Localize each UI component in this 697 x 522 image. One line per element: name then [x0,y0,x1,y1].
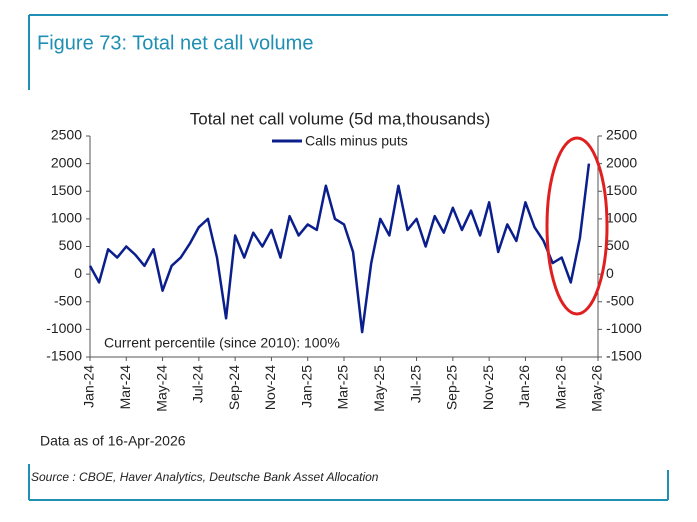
y2-tick-label: 0 [606,265,614,281]
x-tick-label: Jan-24 [81,365,97,408]
y-tick-label: 2000 [51,154,82,170]
y-tick-label: 500 [59,237,83,253]
y-tick-label: -1000 [46,320,82,336]
y-tick-label: 1000 [51,210,82,226]
y2-tick-label: 2000 [606,154,637,170]
series-line [88,163,591,334]
annotation: Current percentile (since 2010): 100% [104,335,340,351]
chart-title: Total net call volume (5d ma,thousands) [190,109,491,128]
legend-label: Calls minus puts [305,133,408,149]
y2-tick-label: 1500 [606,182,637,198]
y-tick-label: 1500 [51,182,82,198]
x-tick-label: May-25 [371,365,387,412]
x-tick-label: Sep-24 [226,365,242,410]
highlight-ellipse [545,136,609,316]
y-tick-label: -500 [54,292,82,308]
x-tick-label: Mar-24 [117,365,133,410]
y-tick-label: -1500 [46,348,82,364]
x-tick-label: Jan-25 [298,365,314,408]
x-tick-label: Nov-25 [480,365,496,410]
x-tick-label: Mar-26 [552,365,568,410]
x-tick-label: May-24 [153,365,169,412]
x-tick-label: Jul-24 [190,365,206,403]
figure-title: Figure 73: Total net call volume [37,32,313,54]
y-tick-label: 0 [74,265,82,281]
x-tick-label: Mar-25 [335,365,351,410]
x-tick-label: May-26 [589,365,605,412]
source: Source : CBOE, Haver Analytics, Deutsche… [31,470,379,484]
x-tick-label: Jan-26 [516,365,532,408]
plot: 2500 2000 1500 1000 500 0 -500 -1000 -1500 2500 20… [46,127,642,412]
y2-tick-label: -1000 [606,320,642,336]
y2-tick-label: 500 [606,237,630,253]
x-tick-label: Sep-25 [444,365,460,410]
x-tick-label: Nov-24 [262,365,278,410]
y2-tick-label: -500 [606,292,634,308]
y2-tick-label: 1000 [606,210,637,226]
y-tick-label: 2500 [51,127,82,143]
y2-tick-label: -1500 [606,348,642,364]
x-tick-label: Jul-25 [407,365,423,403]
annotation: Data as of 16-Apr-2026 [40,433,186,449]
y2-tick-label: 2500 [606,127,637,143]
